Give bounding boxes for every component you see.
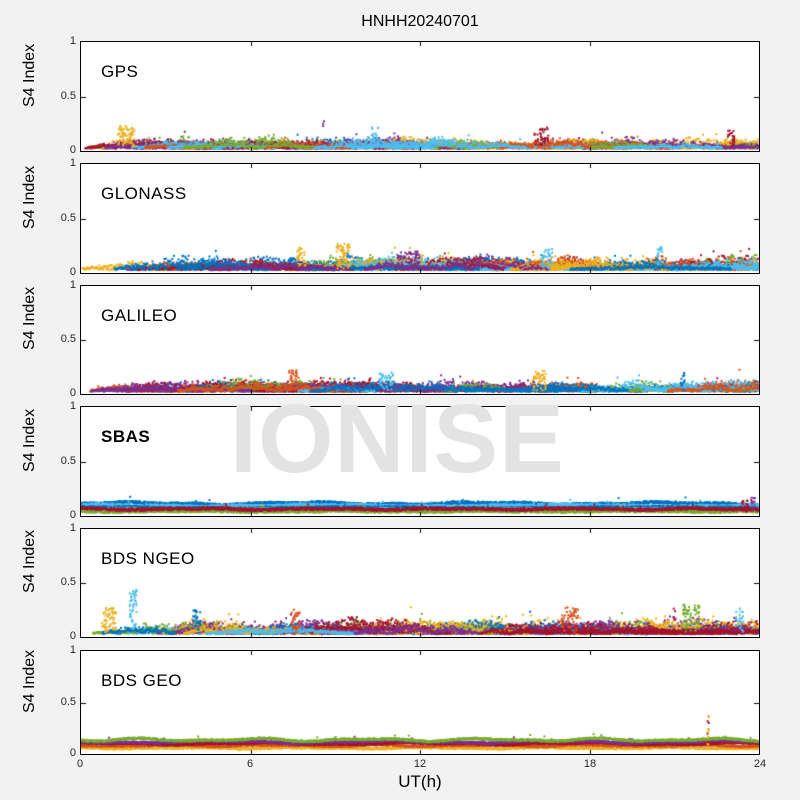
y-tick-label: 1 <box>69 157 76 169</box>
y-tick-label: 1 <box>69 522 76 534</box>
panel-label-gps: GPS <box>101 62 139 81</box>
y-tick-label: 1 <box>69 35 76 47</box>
y-tick-label: 0.5 <box>60 333 76 345</box>
y-tick-label: 0.5 <box>60 576 76 588</box>
gps-scatter-canvas <box>81 42 759 151</box>
y-tick-label: 0 <box>69 630 76 642</box>
bds-geo-scatter-canvas <box>81 651 759 754</box>
y-tick-label: 1 <box>69 400 76 412</box>
glonass-scatter-canvas <box>81 164 759 273</box>
y-tick-label: 1 <box>69 644 76 656</box>
panel-galileo: GALILEO <box>80 285 760 395</box>
panel-bds-geo: BDS GEO <box>80 650 760 755</box>
panel-glonass: GLONASS <box>80 163 760 274</box>
y-tick-label: 0.5 <box>60 89 76 102</box>
y-axis-label: S4 Index <box>21 43 38 107</box>
y-axis-label: S4 Index <box>21 529 38 593</box>
panel-label-galileo: GALILEO <box>101 306 178 325</box>
y-tick-label: 0.5 <box>60 211 76 224</box>
sbas-scatter-canvas <box>81 407 759 516</box>
panel-label-bds-geo: BDS GEO <box>101 671 182 690</box>
y-axis-label: S4 Index <box>21 165 38 229</box>
x-tick-label: 12 <box>413 758 427 770</box>
y-tick-label: 0 <box>69 509 76 521</box>
y-axis-label: S4 Index <box>21 649 38 713</box>
panel-gps: GPS <box>80 41 760 152</box>
y-tick-label: 1 <box>69 279 76 291</box>
y-axis-label: S4 Index <box>21 286 38 350</box>
panel-sbas: SBAS <box>80 406 760 517</box>
y-tick-label: 0.5 <box>60 695 76 708</box>
x-tick-label: 6 <box>246 758 254 770</box>
panel-label-glonass: GLONASS <box>101 184 187 203</box>
panel-bds-ngeo: BDS NGEO <box>80 528 760 638</box>
x-axis-label: UT(h) <box>398 772 442 791</box>
y-tick-label: 0 <box>69 747 76 759</box>
panel-label-bds-ngeo: BDS NGEO <box>101 549 195 568</box>
y-tick-label: 0 <box>69 266 76 278</box>
y-axis-label: S4 Index <box>21 408 38 472</box>
x-tick-label: 0 <box>76 758 84 770</box>
y-tick-label: 0 <box>69 387 76 399</box>
bds-ngeo-scatter-canvas <box>81 529 759 637</box>
y-tick-label: 0.5 <box>60 454 76 467</box>
y-tick-label: 0 <box>69 144 76 156</box>
x-tick-label: 18 <box>583 758 597 770</box>
galileo-scatter-canvas <box>81 286 759 394</box>
x-tick-label: 24 <box>753 758 767 770</box>
figure-title: HNHH20240701 <box>361 13 479 30</box>
panel-label-sbas: SBAS <box>101 427 151 446</box>
